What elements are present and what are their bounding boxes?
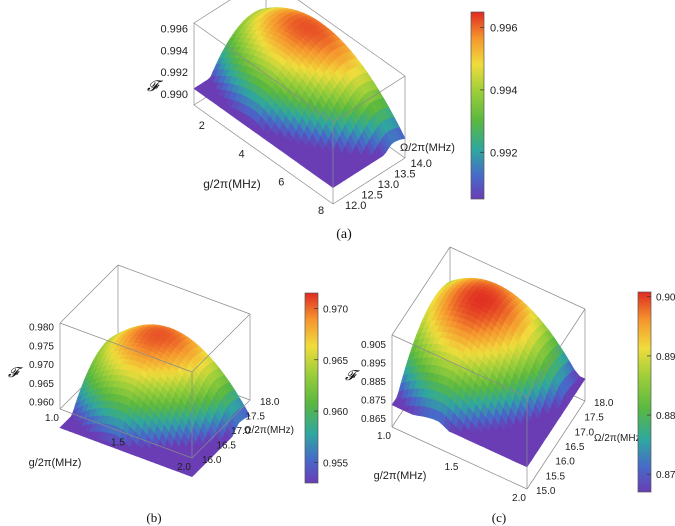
box-front-edges — [391, 308, 586, 490]
z-tick-label: 0.980 — [29, 323, 54, 334]
z-tick-label: 0.992 — [160, 67, 188, 79]
y-axis-label: Ω/2π(MHz) — [400, 142, 455, 154]
colorbar-tick-label: 0.905 — [656, 293, 675, 304]
panel-caption: (c) — [492, 510, 506, 525]
z-tick-label: 0.970 — [29, 360, 54, 371]
surface-mesh — [193, 7, 406, 188]
box-edge — [193, 104, 334, 205]
colorbar — [638, 292, 651, 492]
box-edge — [332, 75, 406, 123]
x-tick-label: 2.0 — [512, 493, 526, 504]
box-edge — [526, 400, 586, 490]
box-edge — [449, 246, 586, 310]
colorbar-tick-label: 0.994 — [490, 85, 518, 97]
box-edge — [193, 0, 231, 24]
box-edge — [59, 322, 193, 373]
x-tick-label: 6 — [278, 177, 284, 189]
box-edge — [191, 399, 251, 459]
panel-b-chart: 1.0 1.5 2.0 16.0 16.5 17.0 17.5 18.0 0.960 0.965 0… — [8, 264, 348, 525]
y-tick-label: 15.5 — [546, 471, 566, 482]
surface-mesh — [59, 324, 251, 478]
box-edge — [391, 334, 528, 398]
box-edge — [59, 264, 119, 324]
z-tick-label: 0.875 — [361, 395, 386, 406]
z-tick-label: 0.975 — [29, 341, 54, 352]
box-edge — [59, 408, 193, 459]
y-tick-label: 16.5 — [565, 442, 585, 453]
colorbar-frame — [470, 11, 485, 200]
box-edge — [526, 308, 586, 398]
x-axis-label: g/2π(MHz) — [374, 470, 427, 482]
y-tick-label: 17.0 — [575, 427, 595, 438]
x-tick-label: 2.0 — [177, 462, 191, 473]
z-tick-label: 0.895 — [361, 359, 386, 370]
z-tick-label: 0.865 — [361, 414, 386, 425]
y-tick-label: 16.5 — [217, 441, 237, 452]
y-tick-label: 12.5 — [361, 190, 382, 202]
box-edge — [117, 264, 251, 315]
box-edge — [391, 246, 451, 336]
panel-a-chart: 2 4 6 8 12.012.513.013.514.0 0.990 0.992 0.994 0… — [147, 0, 518, 242]
y-axis-label: Ω/2π(MHz) — [244, 425, 294, 436]
colorbar-frame — [304, 292, 319, 484]
box-edge — [297, 0, 406, 77]
surface-mesh — [391, 277, 586, 468]
colorbar-tick-label: 0.965 — [323, 356, 348, 367]
box-edge — [193, 22, 334, 123]
y-axis-label: Ω/2π(MHz) — [594, 433, 644, 444]
box-front-edges — [59, 313, 251, 459]
z-tick-label: 0.885 — [361, 377, 386, 388]
colorbar-tick-label: 0.960 — [323, 407, 348, 418]
y-tick-label: 17.5 — [584, 413, 604, 424]
colorbar-tick-label: 0.970 — [323, 304, 348, 315]
x-tick-label: 1.5 — [445, 462, 459, 473]
z-tick-label: 0.905 — [361, 340, 386, 351]
colorbar-tick-label: 0.992 — [490, 147, 518, 159]
x-tick-label: 1.5 — [111, 438, 125, 449]
colorbar — [471, 12, 484, 199]
z-tick-label: 0.990 — [160, 89, 188, 101]
box-front-edges — [193, 22, 406, 205]
x-tick-label: 2 — [199, 120, 205, 132]
y-tick-label: 15.0 — [536, 486, 556, 497]
y-tick-label: 16.0 — [555, 457, 575, 468]
y-tick-label: 18.0 — [594, 398, 614, 409]
y-tick-label: 14.0 — [410, 158, 431, 170]
y-tick-label: 16.0 — [202, 455, 222, 466]
box-edge — [391, 426, 528, 490]
surface-patch — [186, 472, 195, 478]
y-tick-label: 13.0 — [378, 179, 399, 191]
z-axis-symbol: 𝓕 — [345, 369, 360, 384]
surface-patch — [327, 181, 337, 188]
x-tick-label: 1.0 — [377, 431, 391, 442]
box-edge — [332, 157, 406, 205]
x-axis-label: g/2π(MHz) — [29, 457, 82, 469]
x-tick-label: 8 — [318, 205, 324, 217]
y-tick-label: 17.0 — [231, 426, 251, 437]
y-tick-label: 17.5 — [246, 412, 266, 423]
y-tick-label: 12.0 — [345, 200, 366, 212]
colorbar — [305, 293, 318, 483]
x-axis-label: g/2π(MHz) — [203, 177, 261, 191]
colorbar-tick-label: 0.885 — [656, 411, 675, 422]
z-tick-label: 0.965 — [29, 379, 54, 390]
colorbar-tick-label: 0.955 — [323, 458, 348, 469]
panel-c-chart: 1.0 1.5 2.0 15.0 15.5 16.0 16.5 17.0 17.5 18.0 0.8… — [345, 246, 675, 525]
z-tick-label: 0.960 — [29, 398, 54, 409]
x-tick-label: 1.0 — [45, 413, 59, 424]
z-tick-label: 0.996 — [160, 23, 188, 35]
z-axis-symbol: 𝓕 — [8, 366, 23, 381]
y-tick-label: 18.0 — [260, 397, 280, 408]
panel-caption: (a) — [336, 227, 352, 242]
panel-caption: (b) — [146, 510, 161, 525]
colorbar-tick-label: 0.996 — [490, 23, 518, 35]
box-edge — [191, 313, 251, 373]
colorbar-frame — [637, 291, 652, 493]
y-tick-label: 13.5 — [394, 169, 415, 181]
colorbar-tick-label: 0.895 — [656, 352, 675, 363]
x-tick-label: 4 — [239, 148, 245, 160]
colorbar-tick-label: 0.875 — [656, 470, 675, 481]
z-tick-label: 0.994 — [160, 45, 188, 57]
